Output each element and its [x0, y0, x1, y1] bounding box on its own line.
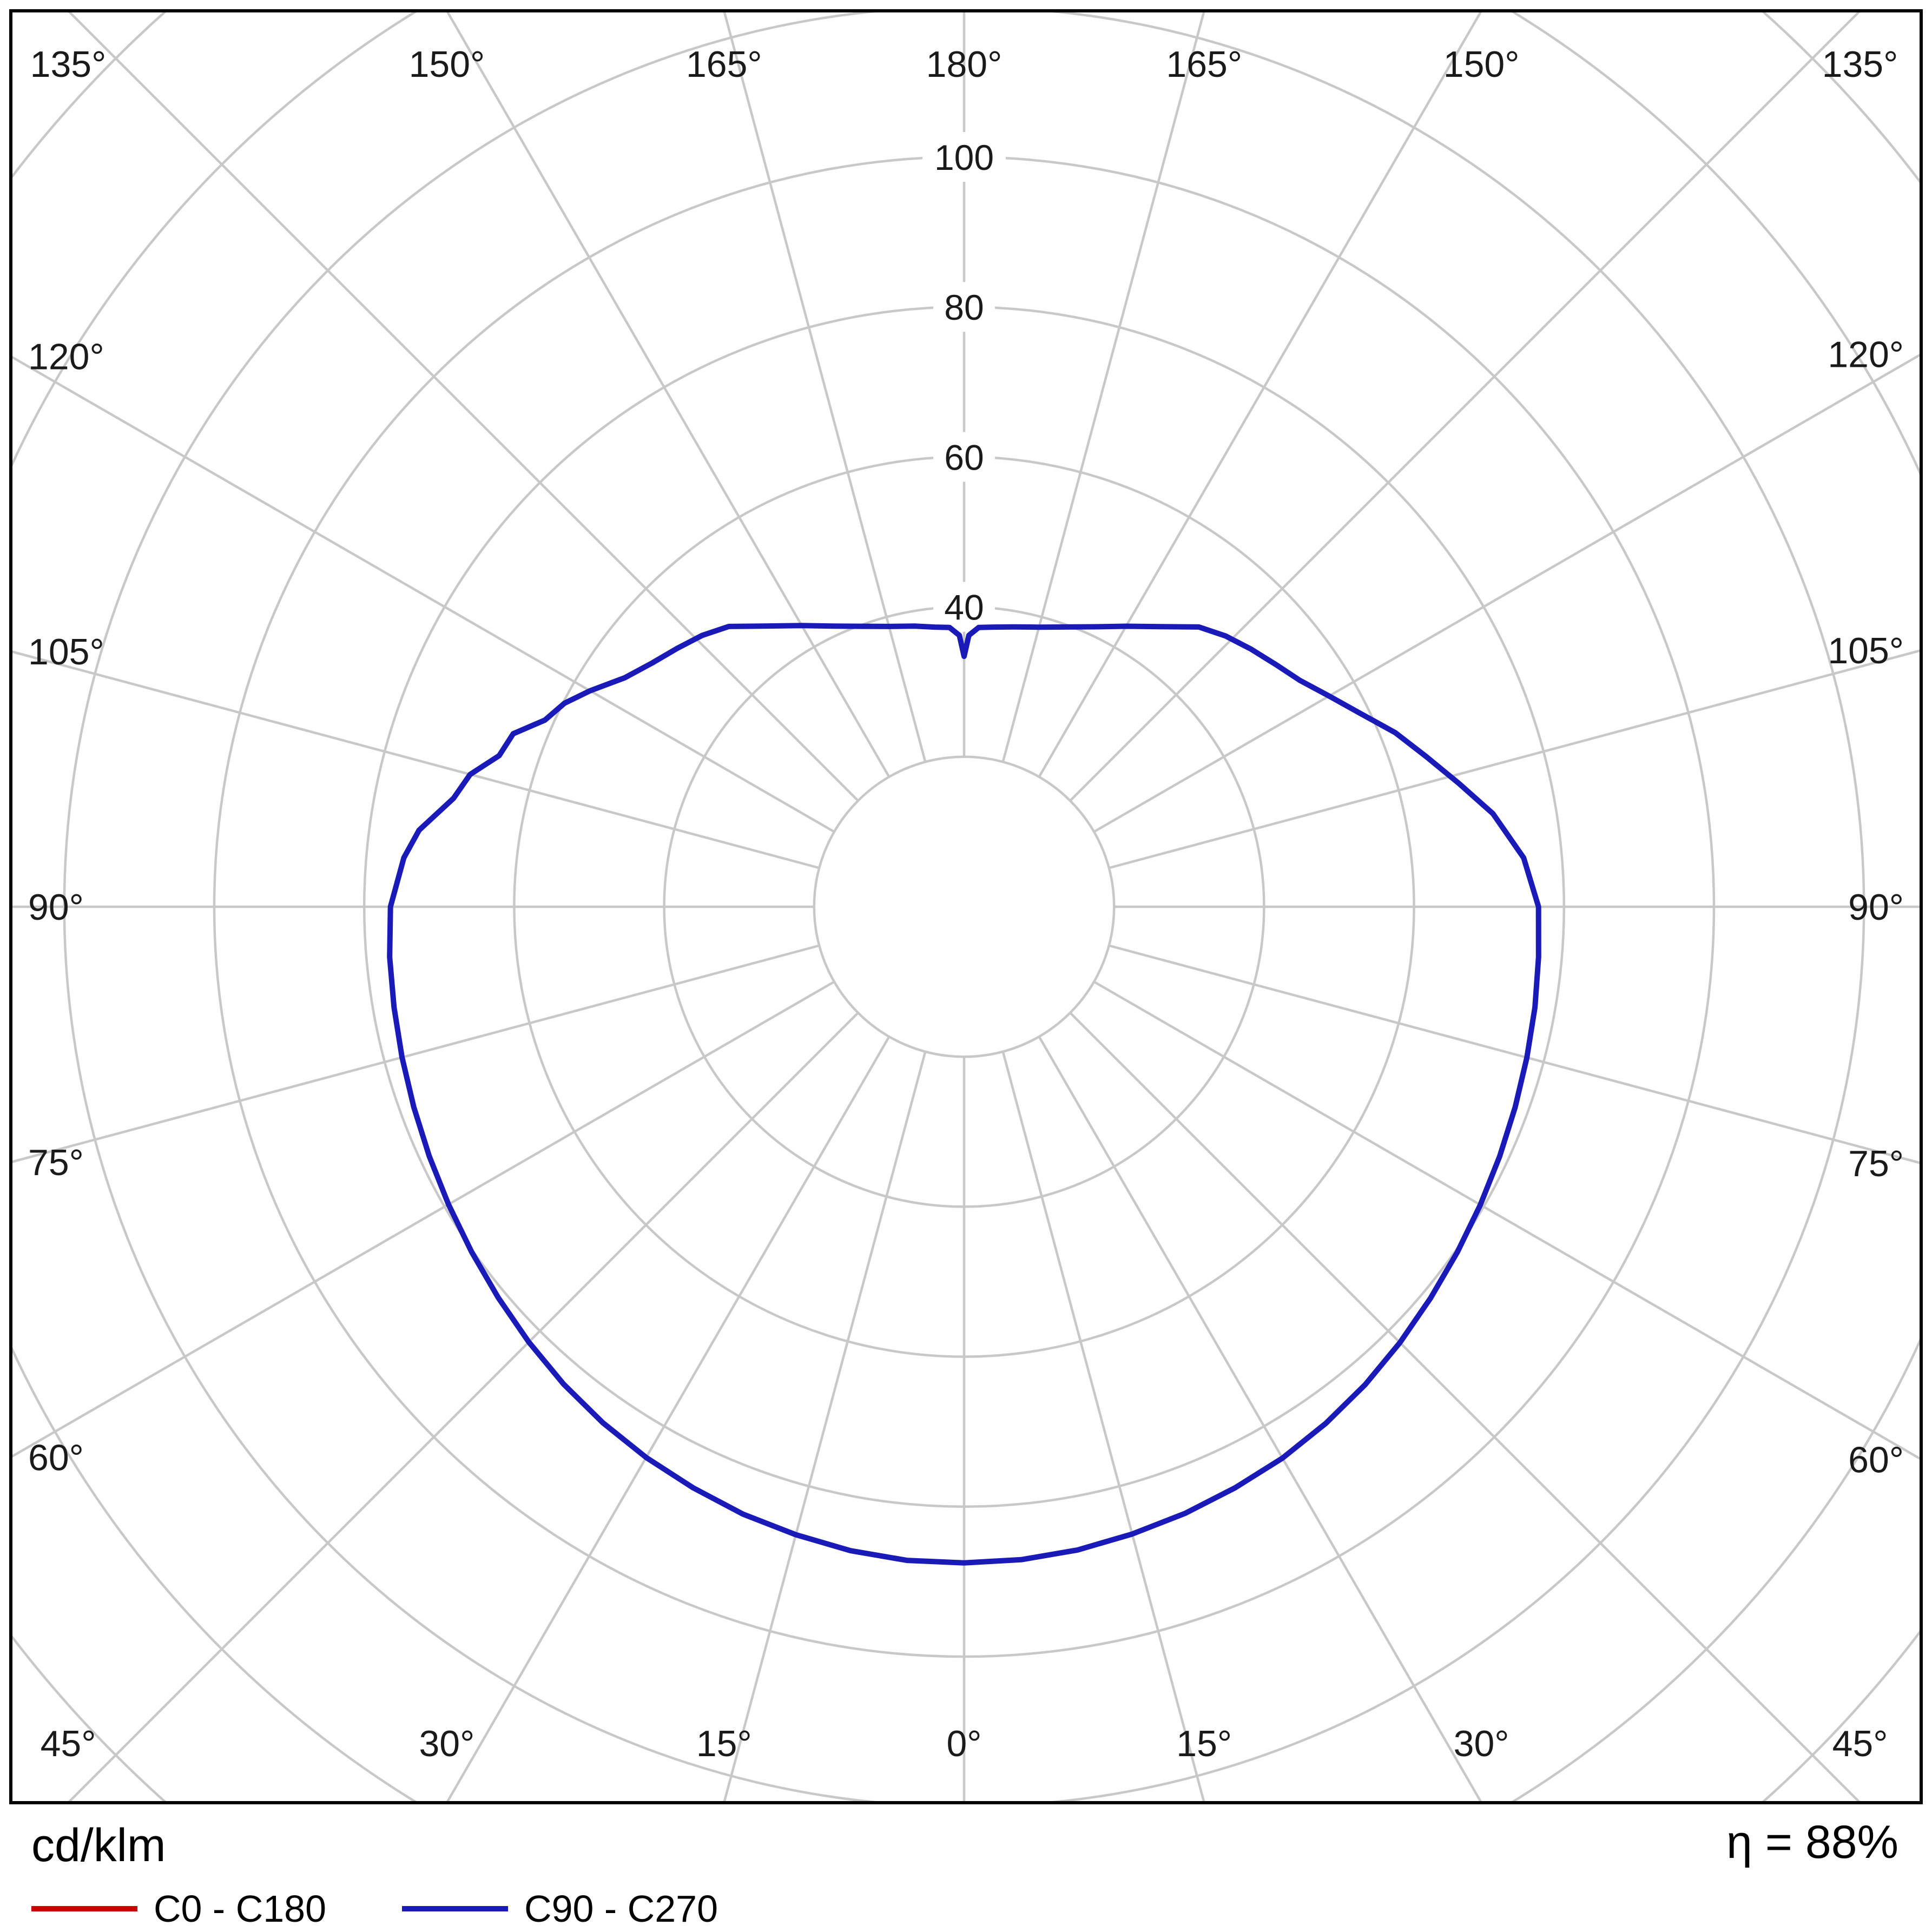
plot-border: [9, 9, 1923, 1804]
ring-label-40: 40: [944, 588, 984, 628]
ring-label-60: 60: [944, 437, 984, 477]
legend: C0 - C180 C90 - C270: [31, 1887, 718, 1930]
grid-radial-120-right: [1093, 353, 1921, 833]
grid-radial-105-left: [11, 650, 820, 869]
angle-label-120-left: 120°: [28, 337, 104, 378]
angle-label-45-right: 45°: [1832, 1723, 1888, 1764]
grid-radial-105-right: [1109, 649, 1921, 869]
legend-line-c90-c270: [402, 1906, 509, 1911]
grid-radial-150-right: [1038, 11, 1483, 778]
angle-label-90-left: 90°: [28, 887, 84, 928]
angle-label-180-right: 180°: [926, 44, 1003, 85]
ring-label-mask-100: [922, 132, 1006, 182]
grid-radial-30-right: [1038, 1036, 1483, 1803]
angle-label-105-left: 105°: [28, 631, 104, 672]
angle-label-150-left: 150°: [409, 44, 485, 85]
angle-label-45-left: 45°: [41, 1723, 96, 1764]
grid-radial-150-left: [445, 11, 891, 778]
angle-label-165-right: 165°: [1166, 44, 1242, 85]
angle-label-75-left: 75°: [28, 1142, 84, 1183]
ring-label-mask-60: [933, 432, 995, 482]
grid-radial-15-left: [722, 1051, 927, 1803]
angle-label-30-right: 30°: [1454, 1723, 1509, 1764]
grid-radial-45-right: [1069, 1012, 1862, 1803]
legend-label-c90-c270: C90 - C270: [524, 1888, 718, 1930]
grid-radial-75-left: [11, 944, 820, 1164]
grid-radial-75-right: [1109, 944, 1921, 1165]
angle-label-150-right: 150°: [1443, 44, 1520, 85]
grid-ring-20: [813, 755, 1116, 1058]
angle-label-165-left: 165°: [686, 44, 762, 85]
grid-radial-165-right: [1001, 11, 1206, 762]
angle-label-90-right: 90°: [1848, 887, 1904, 928]
grid-radial-135-right: [1069, 11, 1862, 802]
units-label: cd/klm: [31, 1819, 166, 1871]
angle-label-15-left: 15°: [696, 1723, 752, 1764]
efficiency-label: η = 88%: [1726, 1816, 1898, 1868]
legend-line-c0-c180: [31, 1906, 137, 1911]
grid-radial-60-right: [1093, 980, 1921, 1461]
angle-label-60-left: 60°: [28, 1437, 84, 1478]
grid-radial-120-left: [11, 355, 835, 833]
angle-label-15-right: 15°: [1176, 1723, 1232, 1764]
grid-radial-60-left: [11, 980, 835, 1459]
grid-radial-45-left: [66, 1012, 859, 1803]
legend-label-c0-c180: C0 - C180: [154, 1888, 327, 1930]
angle-label-120-right: 120°: [1828, 334, 1904, 375]
curve-C90-C270: [387, 623, 1541, 1566]
ring-label-mask-40: [933, 582, 995, 632]
grid-radial-135-left: [66, 11, 859, 802]
ring-label-100: 100: [934, 137, 994, 177]
angle-label-30-left: 30°: [419, 1723, 474, 1764]
ring-label-mask-80: [933, 282, 995, 332]
angle-label-0-right: 0°: [946, 1723, 981, 1764]
angle-label-135-left: 135°: [30, 44, 107, 85]
angle-label-75-right: 75°: [1848, 1143, 1904, 1184]
angle-label-60-right: 60°: [1848, 1439, 1904, 1480]
angle-label-105-right: 105°: [1828, 630, 1904, 671]
ring-label-80: 80: [944, 287, 984, 327]
grid-radial-30-left: [445, 1036, 891, 1803]
angle-label-135-right: 135°: [1822, 44, 1898, 85]
grid-radial-15-right: [1001, 1051, 1206, 1803]
grid-radial-165-left: [722, 11, 927, 762]
